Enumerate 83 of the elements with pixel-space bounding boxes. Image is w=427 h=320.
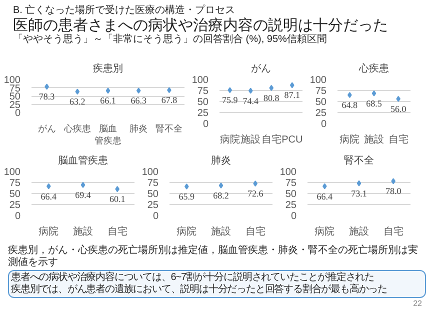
data-label: 68.5 <box>366 98 382 108</box>
x-tick-label: 病院 <box>340 134 360 146</box>
y-tick-label: 50 <box>9 189 21 200</box>
y-tick-label: 25 <box>197 108 209 119</box>
x-tick-label: 施設 <box>240 134 261 146</box>
data-label: 75.9 <box>222 95 238 106</box>
y-tick-label: 50 <box>315 97 327 108</box>
x-tick-label: 脳血管疾患 <box>94 124 122 146</box>
y-tick-label: 100 <box>4 75 21 86</box>
chart-title: 疾患別 <box>93 62 123 74</box>
data-label: 74.4 <box>242 96 259 106</box>
x-tick-label: 施設 <box>211 226 231 238</box>
y-tick-label: 100 <box>4 167 21 178</box>
x-tick-label: PCU <box>282 134 303 146</box>
x-tick-label: 自宅 <box>388 134 408 146</box>
data-label: 56.0 <box>390 104 407 114</box>
data-label: 63.2 <box>70 96 86 107</box>
y-tick-label: 100 <box>310 75 327 86</box>
y-tick-label: 50 <box>285 189 297 200</box>
y-tick-label: 100 <box>192 75 209 86</box>
data-label: 69.4 <box>75 190 92 200</box>
y-tick-label: 100 <box>280 167 297 178</box>
data-label: 68.2 <box>213 190 229 200</box>
x-tick-label: 病院 <box>176 226 197 238</box>
chart-title: 肺炎 <box>211 154 231 166</box>
data-label: 87.1 <box>284 90 300 100</box>
y-tick-label: 75 <box>285 178 297 189</box>
x-tick-label: 自宅 <box>245 226 266 238</box>
x-tick-label: がん <box>38 124 56 134</box>
data-label: 67.8 <box>161 95 178 106</box>
y-tick-label: 25 <box>147 200 159 211</box>
y-tick-label: 25 <box>315 108 327 119</box>
y-tick-label: 50 <box>147 189 159 200</box>
text: 22 <box>412 298 423 310</box>
x-tick-label: 心疾患 <box>62 124 91 134</box>
data-label: 60.1 <box>109 194 126 204</box>
data-label: 78.3 <box>38 92 56 102</box>
text: 医師の患者さまへの病状や治療内容の説明は十分だった <box>13 16 388 34</box>
text: 疾患別では、がん患者の遺族において、説明は十分だったと回答する割合が最も高かった <box>11 284 388 295</box>
chart-title: 心疾患 <box>358 62 389 74</box>
x-tick-label: 病院 <box>38 226 59 238</box>
x-tick-label: 施設 <box>349 226 369 238</box>
data-label: 80.8 <box>264 92 280 103</box>
y-tick-label: 0 <box>152 211 159 222</box>
y-tick-label: 75 <box>315 86 327 97</box>
data-label: 66.4 <box>40 191 58 202</box>
text: 疾患別，がん・心疾患の死亡場所別は推定値，脳血管疾患・肺炎・腎不全の死亡場所別は実測値を示す <box>8 245 419 268</box>
x-tick-label: 病院 <box>220 134 240 146</box>
y-tick-label: 0 <box>290 211 297 222</box>
x-tick-label: 肺炎 <box>130 124 148 134</box>
x-tick-label: 施設 <box>364 134 384 146</box>
chart-title: 脳血管疾患 <box>58 154 108 166</box>
text: B. 亡くなった場所で受けた医療の構造・プロセス <box>13 5 236 16</box>
data-label: 78.0 <box>385 186 402 196</box>
x-tick-label: 病院 <box>314 226 335 238</box>
data-label: 65.9 <box>178 192 196 202</box>
y-tick-label: 75 <box>9 178 21 189</box>
text: 患者への病状や治療内容については、6~7割が十分に説明されていたことが推定された <box>11 272 374 283</box>
data-label: 73.1 <box>351 188 367 198</box>
x-tick-label: 自宅 <box>107 226 128 238</box>
data-label: 72.6 <box>247 188 264 199</box>
y-tick-label: 0 <box>202 119 209 130</box>
x-tick-label: 自宅 <box>383 226 404 238</box>
y-tick-label: 0 <box>14 211 21 222</box>
data-label: 66.4 <box>316 191 334 202</box>
chart-title: 腎不全 <box>344 154 374 166</box>
y-tick-label: 50 <box>9 92 21 102</box>
chart-title: がん <box>251 64 271 74</box>
data-label: 66.1 <box>100 96 116 106</box>
y-tick-label: 75 <box>147 178 159 189</box>
x-tick-label: 施設 <box>73 226 93 238</box>
y-tick-label: 100 <box>142 167 159 178</box>
data-label: 64.8 <box>342 100 358 110</box>
text: 「ややそう思う」～「非常にそう思う」の回答割合 (%), 95%信頼区間 <box>13 34 328 46</box>
x-tick-label: 自宅 <box>261 134 282 146</box>
x-tick-label: 腎不全 <box>156 124 183 134</box>
y-tick-label: 25 <box>285 200 297 211</box>
y-tick-label: 25 <box>9 200 21 211</box>
y-tick-label: 75 <box>197 86 209 97</box>
y-tick-label: 0 <box>14 108 21 119</box>
y-tick-label: 0 <box>320 119 327 130</box>
data-label: 66.3 <box>130 96 147 106</box>
y-tick-label: 50 <box>197 97 209 108</box>
